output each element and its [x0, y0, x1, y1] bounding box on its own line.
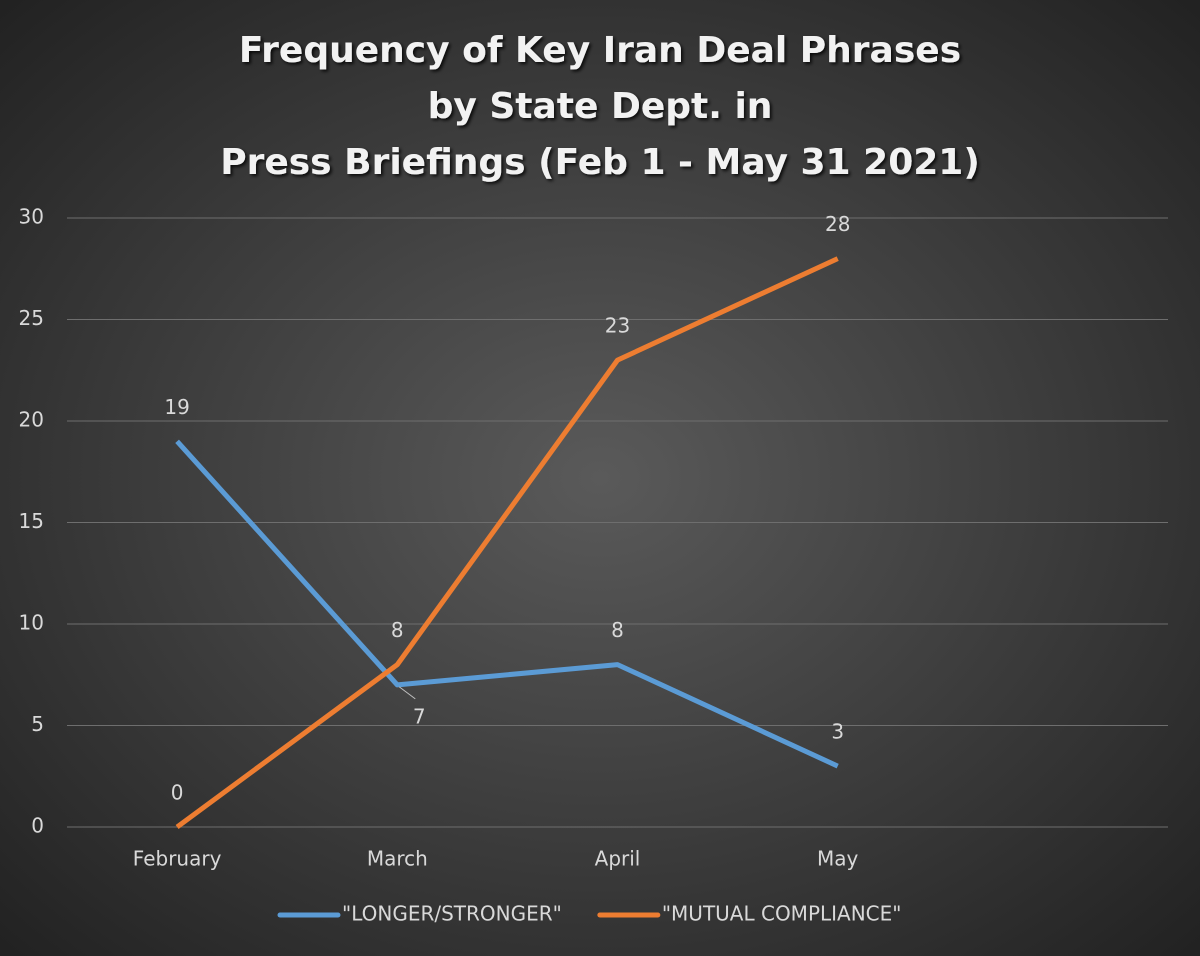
y-tick-label: 0	[31, 814, 44, 838]
data-label: 8	[391, 618, 404, 642]
chart-title: by State Dept. in	[428, 86, 773, 127]
chart-title: Press Briefings (Feb 1 - May 31 2021)	[220, 142, 980, 183]
y-tick-label: 15	[19, 509, 44, 533]
y-tick-label: 25	[19, 306, 44, 330]
y-tick-label: 5	[31, 712, 44, 736]
data-label: 28	[825, 212, 850, 236]
data-label: 8	[611, 618, 624, 642]
y-tick-label: 20	[19, 408, 44, 432]
x-tick-label: February	[133, 847, 222, 871]
data-label: 3	[831, 720, 844, 744]
y-tick-label: 30	[19, 205, 44, 229]
legend-label: "MUTUAL COMPLIANCE"	[662, 902, 902, 926]
series-line	[175, 256, 839, 830]
x-tick-label: May	[817, 847, 859, 871]
leader-line	[398, 686, 416, 700]
data-label: 0	[171, 781, 184, 805]
data-label: 19	[164, 395, 189, 419]
data-label: 7	[413, 704, 426, 728]
x-tick-label: March	[367, 847, 428, 871]
data-label: 23	[605, 314, 630, 338]
chart-title: Frequency of Key Iran Deal Phrases	[239, 30, 961, 71]
legend-label: "LONGER/STRONGER"	[342, 902, 562, 926]
series-line	[175, 439, 839, 769]
x-tick-label: April	[595, 847, 641, 871]
y-tick-label: 10	[19, 611, 44, 635]
